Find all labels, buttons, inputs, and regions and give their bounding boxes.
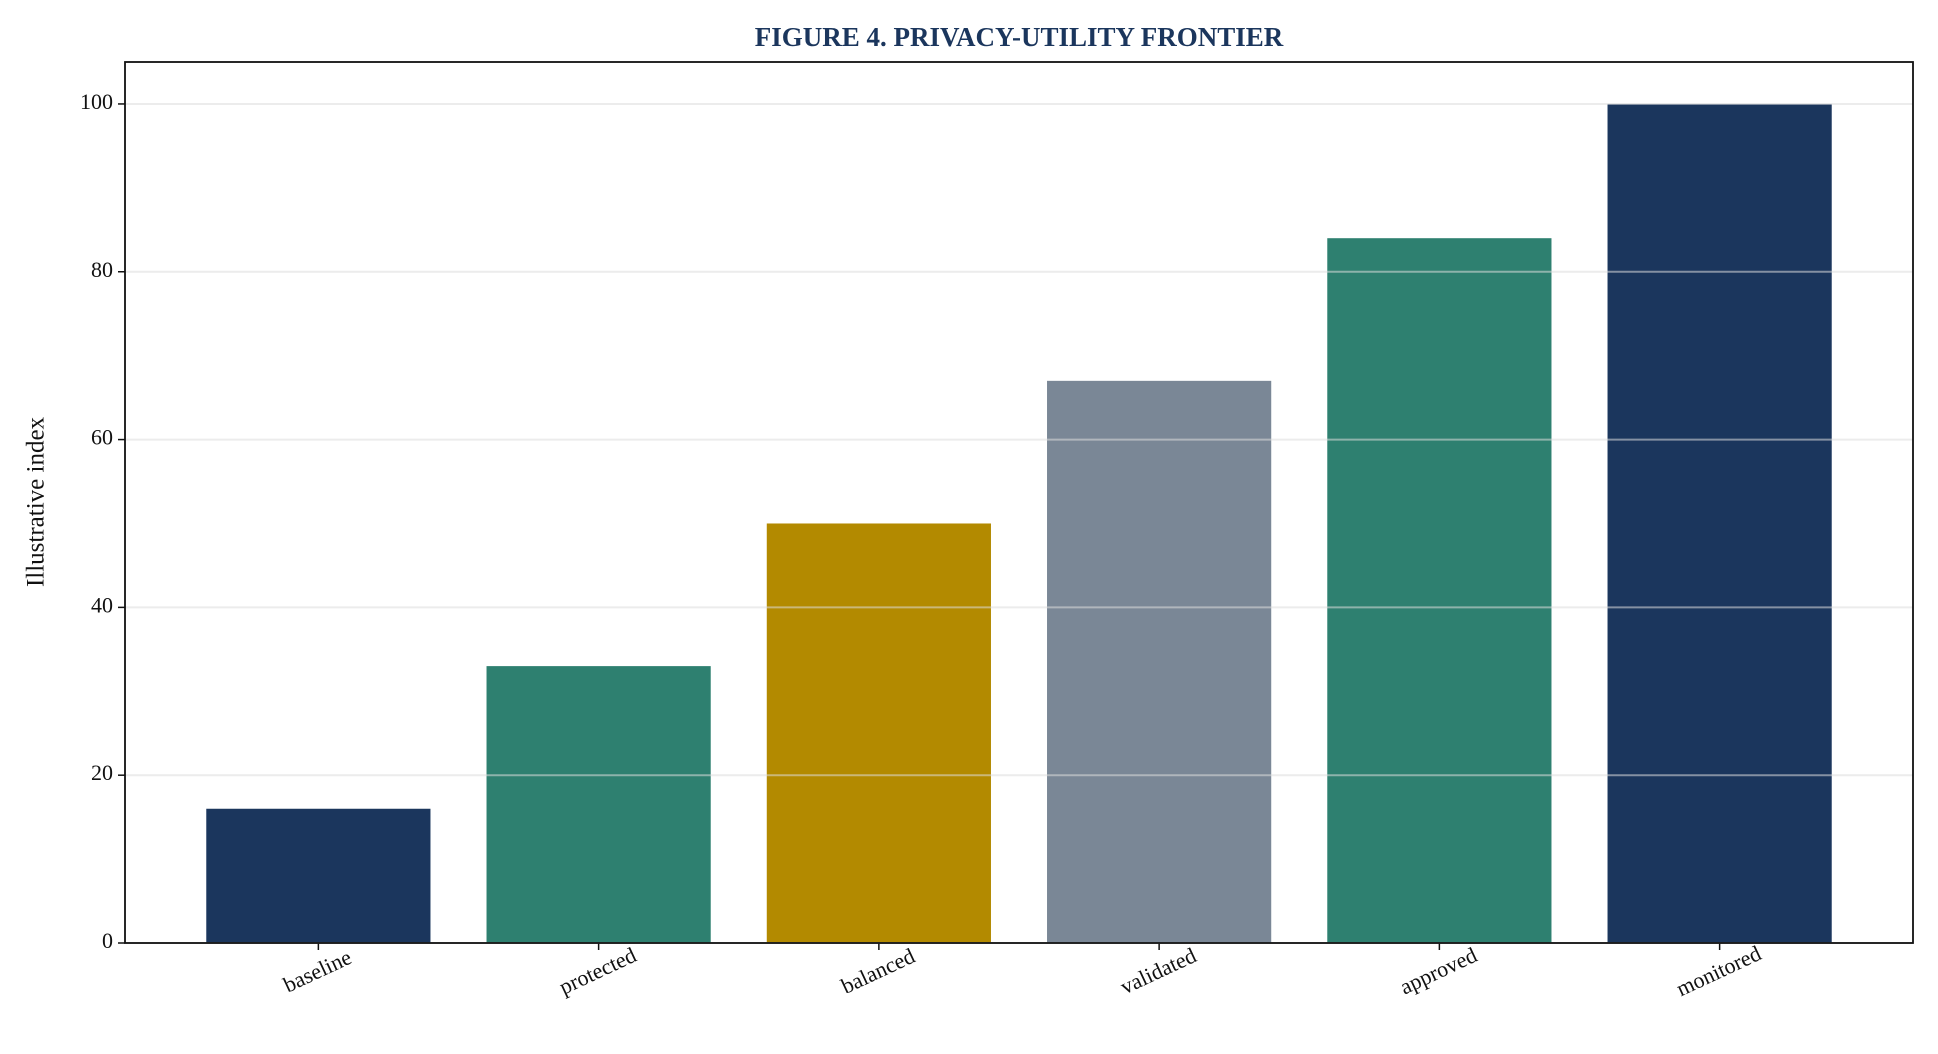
- y-tick-label: 20: [91, 760, 113, 785]
- y-axis-label: Illustrative index: [23, 416, 50, 587]
- x-tick-label: baseline: [279, 944, 355, 997]
- plot-frame: [124, 61, 1914, 944]
- bar: [1047, 380, 1272, 943]
- y-tick-label: 0: [102, 928, 113, 953]
- y-tick-label: 40: [91, 592, 113, 617]
- bar: [1327, 238, 1552, 943]
- bar: [486, 666, 711, 943]
- x-tick-label: approved: [1396, 942, 1481, 999]
- x-tick-label: balanced: [837, 943, 918, 999]
- x-tick-label: monitored: [1672, 940, 1765, 1001]
- bar: [206, 808, 431, 943]
- bar: [766, 523, 991, 943]
- y-tick-label: 80: [91, 257, 113, 282]
- x-tick-label: validated: [1116, 942, 1200, 999]
- x-tick-label: protected: [555, 942, 640, 999]
- y-tick-label: 60: [91, 425, 113, 450]
- chart-title: FIGURE 4. PRIVACY-UTILITY FRONTIER: [755, 22, 1284, 52]
- y-tick-label: 100: [80, 89, 113, 114]
- bar: [1607, 103, 1832, 943]
